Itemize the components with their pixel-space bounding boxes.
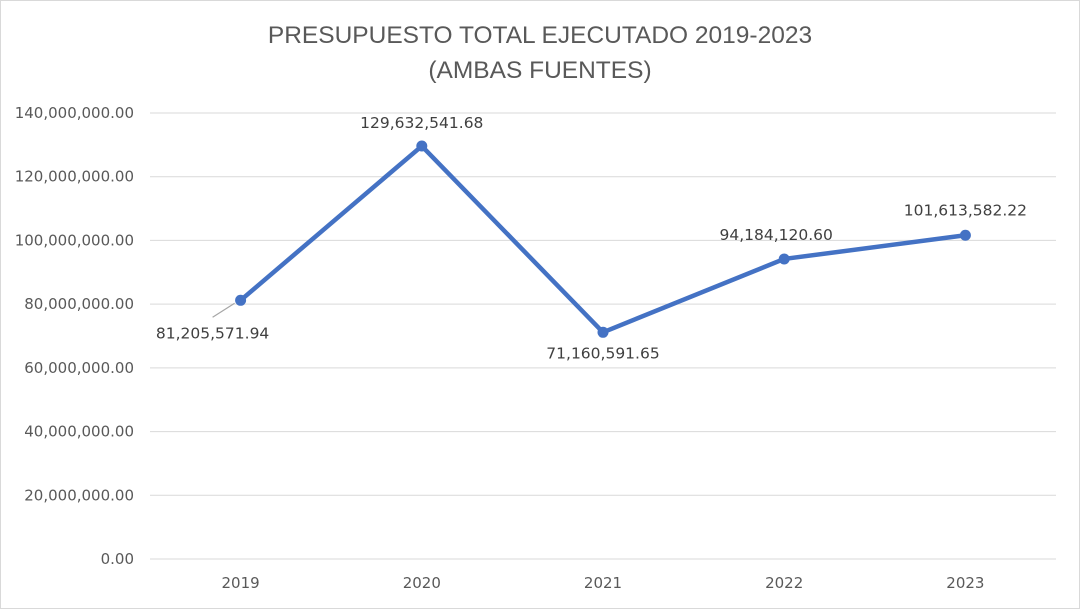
data-point: [416, 140, 428, 152]
data-label: 101,613,582.22: [904, 201, 1027, 219]
y-tick-label: 140,000,000.00: [15, 104, 134, 122]
data-point: [778, 253, 790, 265]
y-tick-label: 60,000,000.00: [24, 359, 134, 377]
x-tick-label: 2022: [765, 574, 803, 592]
data-label: 71,160,591.65: [546, 344, 659, 362]
y-tick-label: 100,000,000.00: [15, 231, 134, 249]
y-tick-label: 120,000,000.00: [15, 168, 134, 186]
y-tick-label: 20,000,000.00: [24, 486, 134, 504]
x-tick-label: 2023: [946, 574, 984, 592]
y-axis: 0.00 20,000,000.00 40,000,000.00 60,000,000…: [15, 104, 134, 568]
chart-title: PRESUPUESTO TOTAL EJECUTADO 2019-2023: [267, 22, 813, 49]
data-point: [959, 229, 971, 241]
gridlines: [150, 112, 1056, 560]
x-tick-label: 2021: [584, 574, 622, 592]
data-point: [235, 294, 247, 306]
chart-subtitle: (AMBAS FUENTES): [428, 57, 652, 84]
data-labels: 81,205,571.94 129,632,541.68 71,160,591.65…: [156, 114, 1027, 362]
chart-title-block: PRESUPUESTO TOTAL EJECUTADO 2019-2023 (A…: [0, 18, 1080, 88]
y-tick-label: 40,000,000.00: [24, 423, 134, 441]
data-label: 94,184,120.60: [719, 226, 832, 244]
x-tick-label: 2019: [222, 574, 260, 592]
data-label: 81,205,571.94: [156, 324, 269, 342]
y-tick-label: 80,000,000.00: [24, 295, 134, 313]
data-point: [597, 326, 609, 338]
data-label-leader: [212, 302, 235, 318]
data-label: 129,632,541.68: [360, 114, 483, 132]
x-axis: 2019 2020 2021 2022 2023: [222, 574, 985, 592]
series-group: [235, 140, 971, 338]
x-tick-label: 2020: [403, 574, 441, 592]
y-tick-label: 0.00: [101, 550, 134, 568]
